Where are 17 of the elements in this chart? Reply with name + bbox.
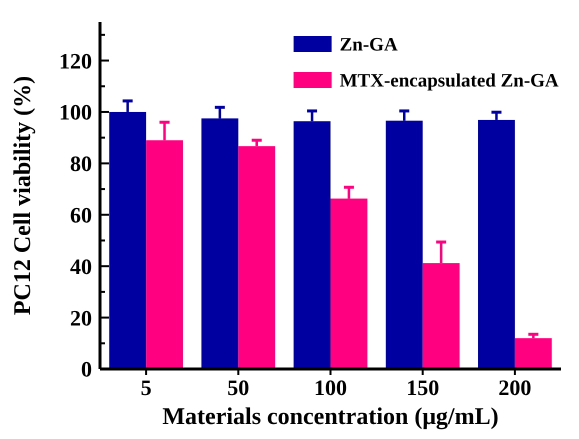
y-tick-label: 0 — [81, 356, 92, 382]
y-tick-label: 20 — [70, 305, 92, 330]
x-tick-label: 150 — [406, 375, 440, 400]
y-axis-title: PC12 Cell viability (%) — [10, 76, 36, 316]
legend-label: Zn-GA — [340, 34, 398, 56]
x-tick-label: 50 — [227, 375, 250, 400]
legend-label: MTX-encapsulated Zn-GA — [340, 70, 559, 92]
y-tick-label: 40 — [70, 254, 92, 279]
y-tick-label: 80 — [70, 151, 92, 176]
y-tick-label: 100 — [59, 100, 92, 125]
x-tick-label: 100 — [314, 375, 347, 400]
y-tick-label: 120 — [59, 48, 92, 74]
x-tick-label: 5 — [140, 375, 152, 400]
y-tick-label: 60 — [70, 202, 92, 228]
x-tick-label: 200 — [498, 375, 532, 400]
x-axis-title: Materials concentration (μg/mL) — [162, 404, 499, 430]
bar — [514, 338, 552, 369]
